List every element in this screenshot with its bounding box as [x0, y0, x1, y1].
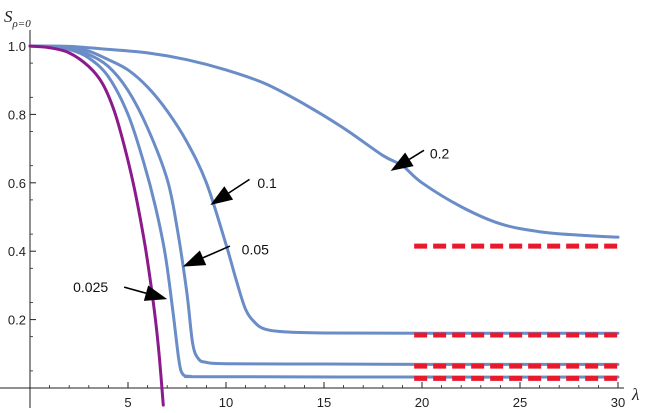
annotation-arrow-shaft	[408, 149, 425, 160]
annotation-label: 0.1	[257, 175, 277, 191]
series-layer	[28, 44, 620, 407]
series-line-limit	[28, 44, 165, 407]
x-tick-label: 5	[124, 395, 131, 410]
annotation-label: 0.2	[430, 146, 450, 162]
y-axis-label: Sρ=0	[4, 7, 31, 30]
y-axis-label-subscript: ρ=0	[12, 18, 32, 30]
x-tick-label: 20	[415, 395, 429, 410]
annotation-arrow-head	[390, 152, 414, 171]
y-tick-label: 0.6	[8, 176, 26, 191]
annotation-arrow-head	[210, 186, 234, 206]
x-tick-label: 25	[513, 395, 527, 410]
y-tick-label: 0.4	[8, 244, 26, 259]
y-axis-label-main: S	[4, 7, 13, 26]
asymptote-layer	[414, 243, 618, 381]
series-line-0.025	[28, 44, 620, 379]
annotation-arrow-shaft	[202, 245, 231, 259]
x-tick-label: 15	[317, 395, 331, 410]
y-tick-label: 0.2	[8, 313, 26, 328]
annotation-arrow-shaft	[228, 178, 250, 194]
x-ticks: 5 10 15 20 25 30	[49, 382, 625, 410]
series-line-0.05	[28, 44, 620, 366]
x-tick-label: 10	[219, 395, 233, 410]
annotation-arrow-head	[182, 250, 207, 267]
y-ticks: 0.2 0.4 0.6 0.8 1.0	[8, 39, 36, 372]
annotation-arrow-shaft	[123, 286, 147, 294]
series-line-0.2	[28, 44, 620, 239]
y-axis: 0.2 0.4 0.6 0.8 1.0 Sρ=0	[4, 7, 36, 408]
annotation-layer: 0.2 0.1 0.05 0.025	[73, 146, 450, 301]
annotation-arrow-head	[143, 285, 168, 301]
x-tick-label: 30	[611, 395, 625, 410]
y-tick-label: 1.0	[8, 39, 26, 54]
x-axis-label: λ	[631, 385, 639, 404]
annotation-label: 0.05	[242, 241, 269, 257]
x-axis: 5 10 15 20 25 30 λ	[0, 382, 639, 410]
series-line-0.1	[28, 44, 620, 335]
annotation-label: 0.025	[73, 279, 108, 295]
y-tick-label: 0.8	[8, 107, 26, 122]
